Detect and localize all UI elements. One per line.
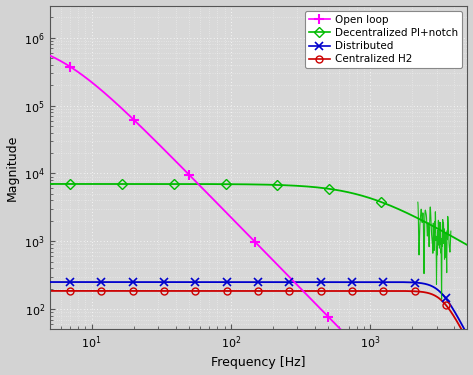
- Legend: Open loop, Decentralized PI+notch, Distributed, Centralized H2: Open loop, Decentralized PI+notch, Distr…: [305, 11, 462, 69]
- Y-axis label: Magnitude: Magnitude: [6, 134, 18, 201]
- X-axis label: Frequency [Hz]: Frequency [Hz]: [211, 357, 306, 369]
